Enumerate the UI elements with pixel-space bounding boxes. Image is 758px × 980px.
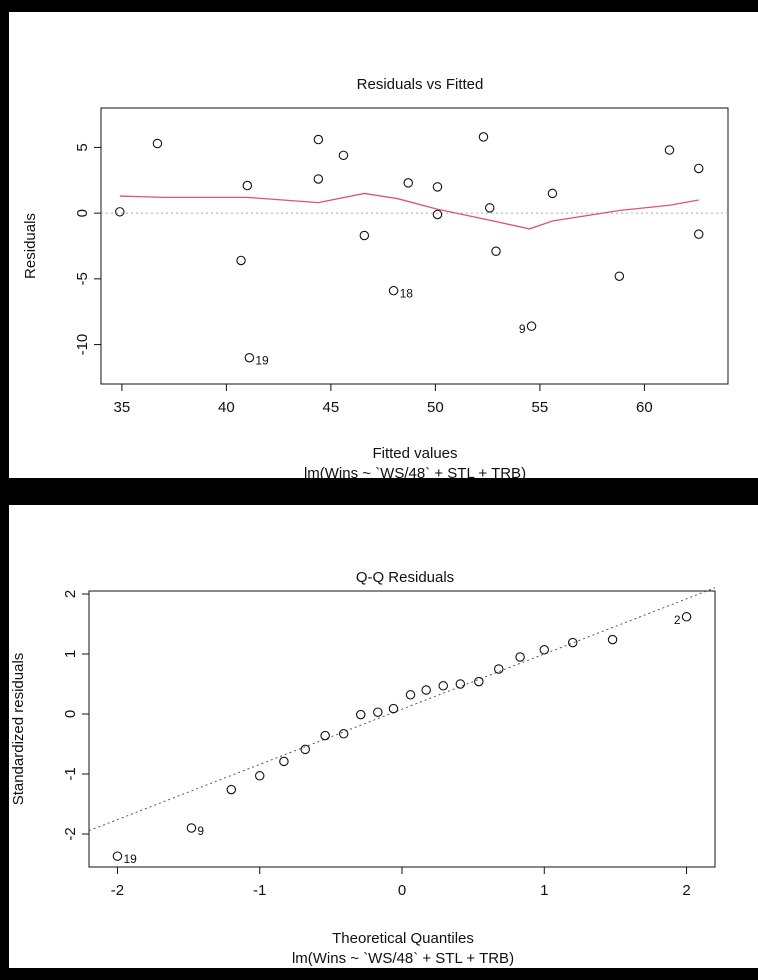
data-point: [112, 851, 123, 861]
point-label: 19: [123, 852, 137, 866]
residuals-vs-fitted-panel: Residuals vs Fitted 35 40 45 50 55 60 -10 -5 0 5 …: [9, 12, 758, 482]
data-point: [300, 744, 311, 755]
data-point: [359, 230, 370, 241]
chart-subtitle: lm(Wins ~ `WS/48` + STL + TRB): [304, 465, 526, 482]
data-point: [693, 229, 704, 239]
chart-title: Q-Q Residuals: [356, 569, 454, 586]
data-point: [438, 681, 449, 691]
qq-reference-line: [88, 587, 716, 832]
data-point: [607, 634, 618, 645]
x-tick-label: 2: [682, 882, 690, 899]
data-point: [693, 163, 704, 174]
smooth-trend-line: [119, 192, 699, 230]
data-point: [115, 207, 125, 217]
y-tick-label: 1: [62, 650, 79, 658]
x-tick-label: 0: [398, 882, 406, 899]
point-label: 9: [197, 824, 204, 838]
data-point: [388, 285, 399, 296]
data-point: [254, 771, 265, 781]
data-point: [279, 756, 289, 767]
data-point: [567, 637, 578, 648]
data-point: [421, 685, 431, 695]
data-point: [526, 321, 537, 331]
y-axis-title: Standardized residuals: [10, 653, 27, 806]
y-tick-label: -10: [74, 334, 91, 356]
data-point: [236, 255, 246, 266]
point-label: 18: [400, 287, 414, 301]
point-label: 2: [674, 613, 681, 627]
x-axis-title: Theoretical Quantiles: [332, 930, 474, 947]
data-point: [539, 645, 550, 655]
x-tick-label: 50: [427, 399, 444, 416]
data-point: [313, 134, 324, 145]
data-point: [547, 188, 558, 199]
y-tick-label: 0: [74, 209, 91, 217]
data-point: [484, 203, 495, 213]
data-point: [373, 707, 383, 717]
axis-ticks: 35 40 45 50 55 60 -10 -5 0 5: [74, 143, 653, 416]
data-point: [152, 138, 163, 149]
y-tick-label: 5: [74, 143, 91, 151]
y-tick-label: -1: [62, 767, 79, 780]
chart-title: Residuals vs Fitted: [357, 76, 484, 93]
data-point: [405, 690, 416, 700]
data-point: [242, 180, 253, 191]
data-point: [186, 823, 197, 833]
data-point: [338, 729, 349, 739]
x-tick-label: -1: [253, 882, 266, 899]
y-tick-label: -5: [74, 272, 91, 285]
data-point: [491, 246, 501, 257]
data-points: [115, 132, 704, 363]
x-tick-label: 35: [114, 399, 131, 416]
residuals-vs-fitted-chart: Residuals vs Fitted 35 40 45 50 55 60-10-505 …: [22, 76, 729, 482]
qq-residuals-panel: Q-Q Residuals -2 -1 0 1 2 -2 -1 0 1 2 19 9 2 Theore…: [9, 505, 758, 968]
data-point: [664, 145, 675, 155]
x-tick-label: 1: [540, 882, 548, 899]
chart-subtitle: lm(Wins ~ `WS/48` + STL + TRB): [292, 950, 514, 967]
data-point: [432, 182, 443, 192]
x-tick-label: 55: [532, 399, 549, 416]
data-point: [614, 271, 625, 281]
x-tick-label: 45: [323, 399, 340, 416]
data-point: [355, 709, 366, 720]
data-point: [320, 730, 330, 741]
x-tick-label: 40: [218, 399, 235, 416]
data-point: [403, 178, 413, 188]
data-point: [338, 150, 349, 161]
point-label: 9: [519, 322, 526, 336]
data-point: [681, 612, 692, 622]
axis-ticks: -2 -1 0 1 2 -2 -1 0 1 2: [62, 590, 691, 899]
data-point: [388, 703, 399, 714]
data-points: [112, 612, 692, 861]
y-tick-label: 2: [62, 590, 79, 598]
plot-frame: [88, 590, 716, 868]
x-tick-label: 60: [636, 399, 653, 416]
x-axis-title: Fitted values: [372, 445, 457, 462]
data-point: [244, 352, 255, 363]
data-point: [515, 652, 525, 662]
y-tick-label: 0: [62, 710, 79, 718]
data-point: [226, 784, 237, 795]
data-point: [474, 676, 484, 687]
point-label: 19: [255, 354, 269, 368]
data-point: [313, 174, 324, 184]
data-point: [432, 209, 443, 220]
qq-line: [88, 587, 716, 832]
y-axis-title: Residuals: [22, 213, 39, 279]
data-point: [478, 132, 489, 142]
x-tick-label: -2: [111, 882, 124, 899]
plot-frame: [100, 107, 729, 385]
data-point: [493, 664, 504, 674]
y-tick-label: -2: [62, 827, 79, 840]
smooth-line: [119, 192, 699, 230]
data-point: [455, 679, 466, 689]
point-labels: 19 18 9: [255, 287, 525, 368]
